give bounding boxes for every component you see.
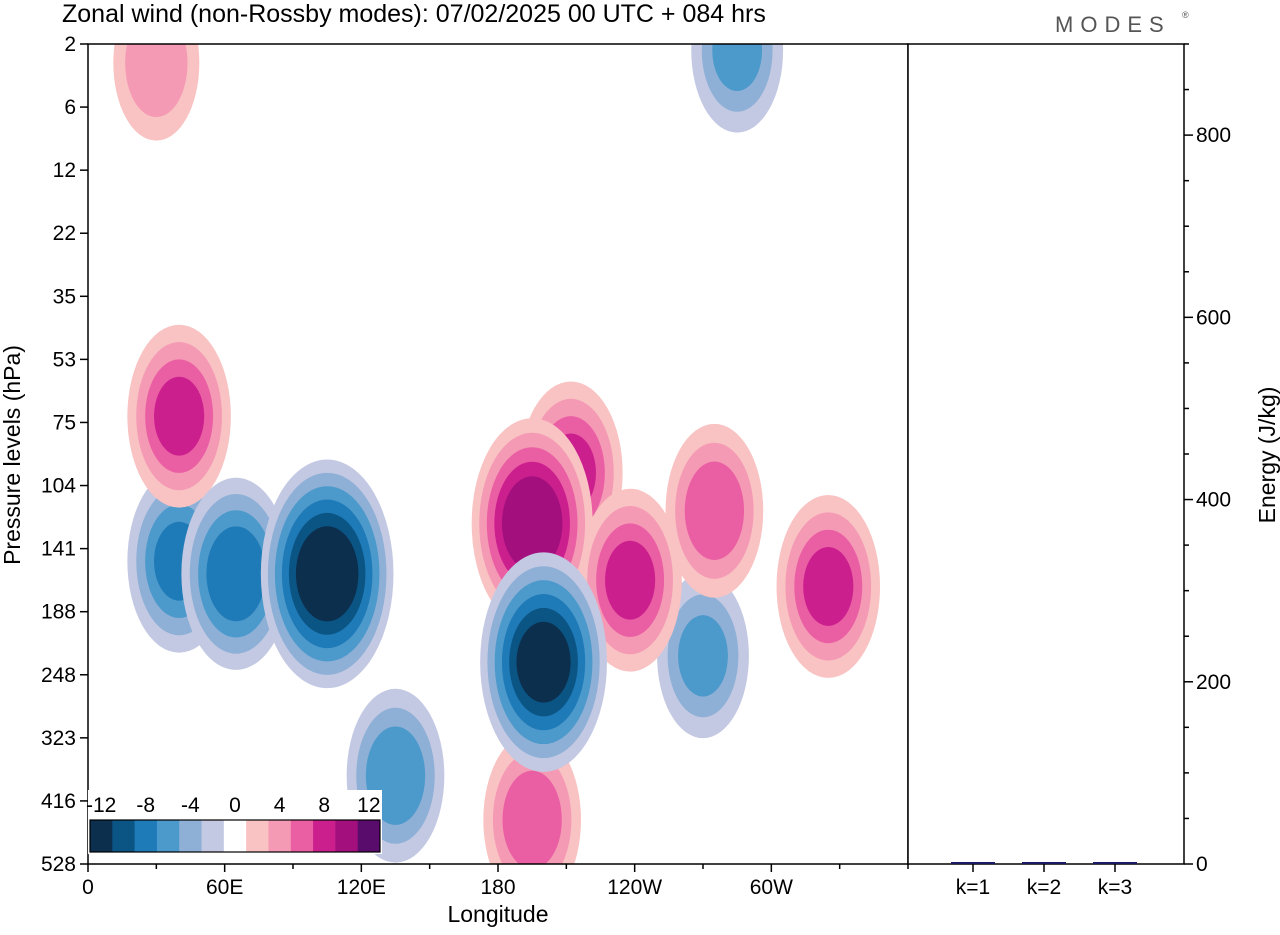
x-tick-label: 120W bbox=[607, 876, 662, 899]
x-tick-label: 0 bbox=[82, 876, 94, 899]
contour-level bbox=[295, 526, 359, 622]
colorbar-swatch bbox=[201, 820, 225, 852]
contour-level bbox=[502, 770, 562, 864]
contour-level bbox=[125, 44, 188, 118]
energy-bar bbox=[1093, 862, 1137, 864]
y-tick-label: 75 bbox=[53, 411, 76, 434]
colorbar-swatch bbox=[290, 820, 314, 852]
y-tick-label: 323 bbox=[41, 727, 76, 750]
energy-bars bbox=[951, 862, 1137, 864]
colorbar-swatch bbox=[268, 820, 292, 852]
energy-y-axis-label: Energy (J/kg) bbox=[1254, 387, 1280, 524]
contour-blob bbox=[657, 573, 749, 739]
colorbar-frame bbox=[89, 819, 381, 853]
x-axis-ticks: 0 60E 120E 180 120W 60W bbox=[82, 864, 909, 899]
x-axis-label: Longitude bbox=[447, 901, 548, 927]
energy-y-tick-label: 200 bbox=[1196, 671, 1231, 694]
contour-level bbox=[678, 615, 728, 697]
colorbar-swatch bbox=[313, 820, 336, 852]
contour-field bbox=[113, 44, 881, 864]
energy-panel-frame bbox=[907, 43, 1185, 865]
x-tick-label: 60W bbox=[750, 876, 793, 899]
colorbar-swatch bbox=[112, 820, 136, 852]
colorbar: -12 -8 -4 0 4 8 12 bbox=[86, 790, 382, 854]
y-tick-label: 22 bbox=[53, 222, 76, 245]
energy-y-tick-label: 400 bbox=[1196, 489, 1231, 512]
y-tick-label: 35 bbox=[53, 285, 76, 308]
contour-blob bbox=[691, 44, 784, 133]
x-tick-label: 180 bbox=[480, 876, 515, 899]
y-tick-label: 141 bbox=[41, 538, 76, 561]
colorbar-swatch bbox=[335, 820, 359, 852]
y-axis-ticks: 2 6 12 22 35 53 75 104 141 188 248 323 416 528 bbox=[41, 33, 88, 876]
contour-level bbox=[501, 476, 563, 571]
chart-title: Zonal wind (non-Rossby modes): 07/02/202… bbox=[62, 0, 766, 28]
y-tick-label: 248 bbox=[41, 664, 76, 687]
energy-y-tick-label: 800 bbox=[1196, 124, 1231, 147]
y-tick-label: 6 bbox=[64, 96, 76, 119]
energy-y-tick-label: 0 bbox=[1196, 853, 1208, 876]
colorbar-label: 8 bbox=[318, 794, 330, 817]
colorbar-label: -12 bbox=[86, 794, 116, 817]
y-tick-label: 2 bbox=[64, 33, 76, 56]
contour-level bbox=[206, 526, 266, 622]
contour-blob bbox=[127, 324, 231, 508]
energy-x-tick-label: k=2 bbox=[1027, 876, 1061, 899]
contour-blob bbox=[480, 552, 607, 772]
contour-blob bbox=[776, 495, 881, 678]
energy-bar bbox=[951, 862, 995, 864]
contour-level bbox=[684, 461, 745, 560]
y-tick-label: 104 bbox=[41, 475, 76, 498]
energy-bar bbox=[1022, 862, 1066, 864]
energy-y-tick-label: 600 bbox=[1196, 306, 1231, 329]
heatmap-area bbox=[88, 44, 908, 864]
y-tick-label: 53 bbox=[53, 348, 76, 371]
colorbar-label: 4 bbox=[274, 794, 286, 817]
y-axis-label: Pressure levels (hPa) bbox=[0, 345, 25, 565]
colorbar-label: 0 bbox=[229, 794, 241, 817]
contour-level bbox=[803, 547, 854, 626]
contour-blob bbox=[181, 477, 291, 670]
colorbar-label: 12 bbox=[357, 794, 380, 817]
colorbar-label: -8 bbox=[136, 794, 155, 817]
contour-blob bbox=[578, 488, 682, 672]
contour-level bbox=[605, 540, 656, 620]
contour-level bbox=[516, 621, 571, 703]
energy-y-axis-ticks: 0 200 400 600 800 bbox=[1184, 43, 1231, 876]
modes-logo: MODES bbox=[1055, 12, 1171, 37]
colorbar-swatch bbox=[90, 820, 113, 852]
energy-x-tick-label: k=3 bbox=[1098, 876, 1132, 899]
colorbar-swatch bbox=[246, 820, 269, 852]
y-tick-label: 416 bbox=[41, 790, 76, 813]
contour-level bbox=[154, 376, 205, 456]
colorbar-swatch bbox=[156, 820, 180, 852]
x-tick-label: 60E bbox=[206, 876, 243, 899]
energy-x-axis-ticks: k=1 k=2 k=3 bbox=[956, 864, 1132, 899]
y-tick-label: 12 bbox=[53, 159, 76, 182]
contour-blob bbox=[665, 423, 764, 598]
energy-x-tick-label: k=1 bbox=[956, 876, 990, 899]
contour-level bbox=[712, 44, 763, 91]
y-tick-label: 188 bbox=[41, 601, 76, 624]
colorbar-swatch bbox=[357, 820, 381, 852]
y-tick-label: 528 bbox=[41, 853, 76, 876]
colorbar-swatch bbox=[134, 820, 158, 852]
colorbar-swatch bbox=[223, 820, 247, 852]
colorbar-swatch bbox=[179, 820, 203, 852]
contour-blob bbox=[260, 459, 394, 689]
x-tick-label: 120E bbox=[337, 876, 386, 899]
colorbar-label: -4 bbox=[181, 794, 200, 817]
contour-blob bbox=[113, 44, 200, 141]
modes-logo-mark: ® bbox=[1182, 10, 1189, 20]
